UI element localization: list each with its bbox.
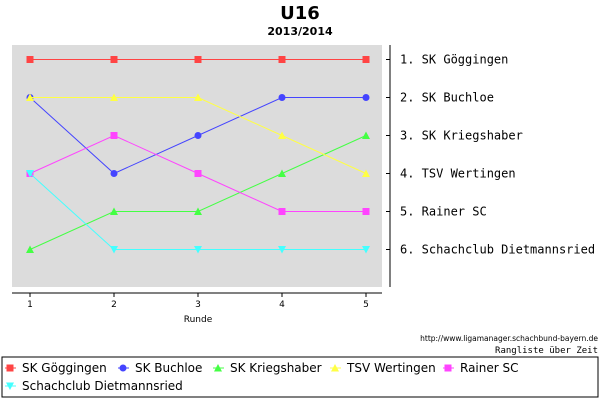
- data-point: [278, 208, 286, 215]
- data-point: [278, 56, 286, 63]
- x-tick-label: 4: [279, 300, 285, 310]
- x-tick-label: 1: [27, 300, 33, 310]
- legend-item: Rainer SC: [443, 361, 519, 375]
- legend-label: Schachclub Dietmannsried: [22, 379, 183, 393]
- data-point: [362, 56, 370, 63]
- data-point: [194, 93, 202, 101]
- data-point: [194, 170, 202, 177]
- data-point: [110, 93, 118, 101]
- data-point: [278, 169, 286, 177]
- rank-ticks: 1. SK Göggingen 2. SK Buchloe 3. SK Kriegs…: [386, 53, 595, 257]
- data-point: [278, 131, 286, 139]
- data-point: [278, 246, 286, 254]
- chart-subtitle: 2013/2014: [267, 25, 333, 38]
- data-point: [362, 208, 370, 215]
- legend-item: Schachclub Dietmannsried: [5, 379, 183, 393]
- legend-item: SK Kriegshaber: [213, 361, 322, 375]
- rank-label: 3. SK Kriegshaber: [400, 129, 523, 143]
- legend-box: [1, 356, 599, 398]
- data-point: [110, 56, 118, 63]
- series-tsv-wertingen: [26, 93, 370, 177]
- rank-label: 5. Rainer SC: [400, 205, 487, 219]
- data-point: [110, 170, 118, 177]
- rank-label: 4. TSV Wertingen: [400, 167, 516, 181]
- legend-marker: [444, 364, 452, 372]
- x-tick-label: 2: [111, 300, 117, 310]
- legend-label: Rainer SC: [460, 361, 519, 375]
- data-point: [362, 169, 370, 177]
- data-point: [362, 94, 370, 101]
- legend-marker: [6, 364, 14, 372]
- source-url: http://www.ligamanager.schachbund-bayern…: [420, 334, 598, 343]
- legend-marker: [214, 364, 222, 372]
- series-schachclub-dietmannsried: [26, 170, 370, 254]
- data-point: [26, 170, 34, 178]
- data-point: [194, 132, 202, 139]
- rank-label: 1. SK Göggingen: [400, 53, 508, 67]
- legend-item: TSV Wertingen: [330, 361, 436, 375]
- data-point: [110, 132, 118, 139]
- data-point: [26, 245, 34, 253]
- data-point: [110, 246, 118, 254]
- x-axis-label: Runde: [184, 315, 213, 325]
- chart-caption: Rangliste über Zeit: [495, 346, 598, 356]
- data-point: [194, 246, 202, 254]
- legend: SK Göggingen SK Buchloe SK Kriegshaber TSV …: [5, 361, 519, 393]
- legend-marker: [331, 364, 339, 372]
- legend-label: SK Kriegshaber: [230, 361, 322, 375]
- rank-label: 2. SK Buchloe: [400, 91, 494, 105]
- legend-item: SK Buchloe: [118, 361, 202, 375]
- chart-title: U16: [280, 3, 320, 24]
- x-tick-label: 3: [195, 300, 201, 310]
- series-sk-g-ggingen: [26, 56, 370, 63]
- data-point: [278, 94, 286, 101]
- data-point: [194, 207, 202, 215]
- data-point: [362, 131, 370, 139]
- x-ticks: 1 2 3 4 5: [27, 293, 369, 310]
- legend-item: SK Göggingen: [5, 361, 107, 375]
- data-point: [26, 56, 34, 63]
- data-point: [194, 56, 202, 63]
- legend-label: SK Göggingen: [22, 361, 107, 375]
- x-tick-label: 5: [363, 300, 369, 310]
- series-layer: [26, 56, 370, 254]
- legend-marker: [6, 382, 14, 390]
- legend-label: TSV Wertingen: [346, 361, 436, 375]
- data-point: [110, 207, 118, 215]
- legend-label: SK Buchloe: [135, 361, 202, 375]
- legend-marker: [119, 364, 127, 372]
- data-point: [26, 93, 34, 101]
- data-point: [362, 246, 370, 254]
- rank-label: 6. Schachclub Dietmannsried: [400, 243, 595, 257]
